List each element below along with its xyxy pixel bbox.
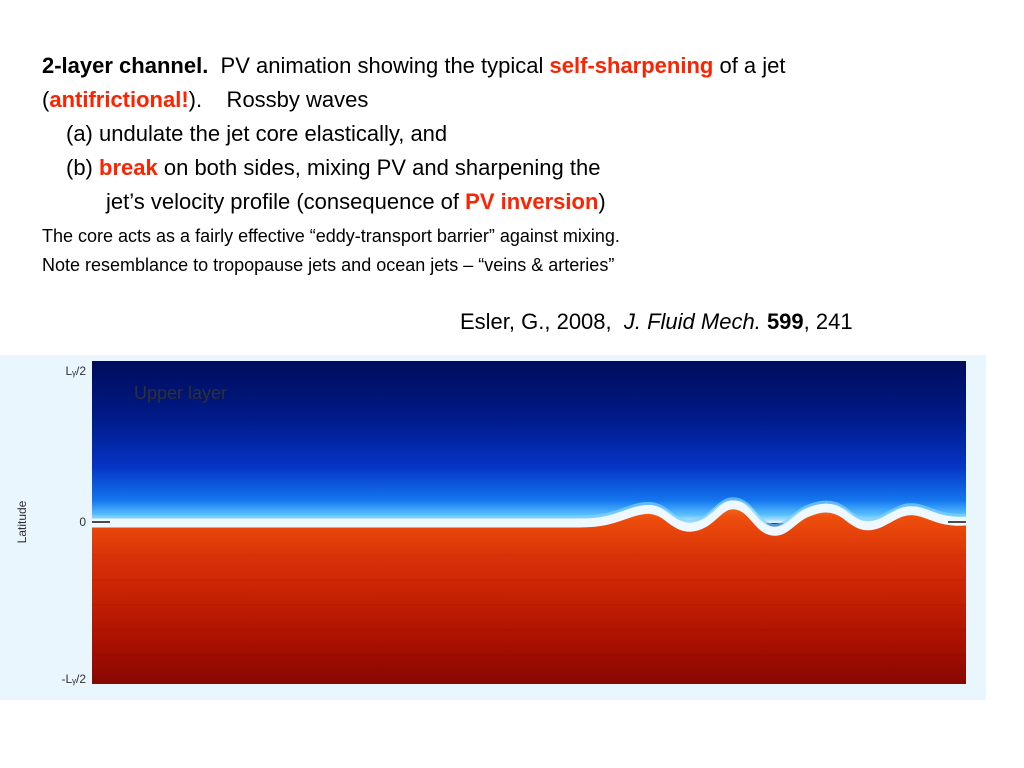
text-line-6: The core acts as a fairly effective “edd…: [42, 226, 620, 247]
highlight-pv-inversion: PV inversion: [465, 189, 599, 214]
panel-label: Upper layer: [134, 383, 227, 403]
highlight-antifrictional: antifrictional!: [49, 87, 189, 112]
pv-field-svg: Upper layer Lᵧ/2 0 -Lᵧ/2 Latitude: [15, 361, 966, 686]
jet-core-glow: [92, 497, 966, 527]
text-line-4: (b) break on both sides, mixing PV and s…: [66, 155, 600, 181]
text-line-5: jet’s velocity profile (consequence of P…: [106, 189, 606, 215]
citation-pages: , 241: [803, 309, 853, 334]
slide-title: 2-layer channel.: [42, 53, 209, 78]
line1-text-a: PV animation showing the typical: [220, 53, 544, 78]
text-line-3: (a) undulate the jet core elastically, a…: [66, 121, 447, 147]
line6-text: The core acts as a fairly effective “edd…: [42, 226, 620, 246]
line5-text-a: jet’s velocity profile (consequence of: [106, 189, 460, 214]
citation-journal: J. Fluid Mech.: [623, 309, 761, 334]
y-tick-zero: 0: [79, 515, 86, 529]
lower-contour-bands: [92, 554, 966, 656]
text-line-1: 2-layer channel. PV animation showing th…: [42, 53, 786, 79]
upper-pv-region: [92, 361, 966, 523]
line1-text-b: of a jet: [719, 53, 786, 78]
line7-text: Note resemblance to tropopause jets and …: [42, 255, 615, 275]
line4-text-b: on both sides, mixing PV and sharpening …: [163, 155, 601, 180]
highlight-self-sharpening: self-sharpening: [549, 53, 714, 78]
y-tick-bottom: -Lᵧ/2: [61, 672, 86, 686]
y-axis-label: Latitude: [15, 500, 29, 543]
pv-animation-figure: Upper layer Lᵧ/2 0 -Lᵧ/2 Latitude: [0, 355, 986, 700]
citation-authors: Esler, G., 2008,: [460, 309, 612, 334]
line2-text: ). Rossby waves: [188, 87, 369, 112]
text-line-2: (antifrictional!). Rossby waves: [42, 87, 368, 113]
line4-text-a: (b): [66, 155, 93, 180]
citation: Esler, G., 2008, J. Fluid Mech. 599, 241: [460, 309, 853, 335]
y-tick-top: Lᵧ/2: [65, 364, 86, 378]
jet-core-band: [92, 500, 966, 536]
lower-pv-region: [92, 506, 966, 684]
line2-open-paren: (: [42, 87, 50, 112]
line5-close-paren: ): [598, 189, 606, 214]
citation-volume: 599: [766, 309, 804, 334]
text-line-7: Note resemblance to tropopause jets and …: [42, 255, 614, 276]
highlight-break: break: [99, 155, 158, 180]
line3-text: (a) undulate the jet core elastically, a…: [66, 121, 448, 146]
